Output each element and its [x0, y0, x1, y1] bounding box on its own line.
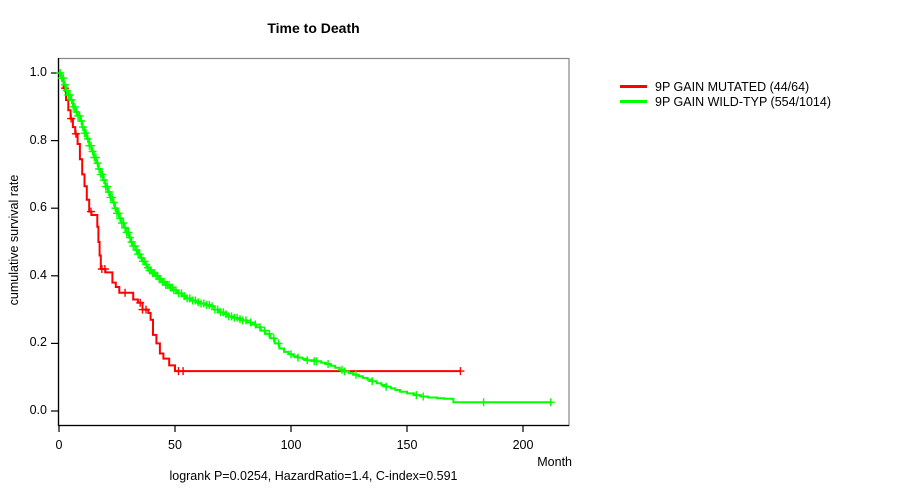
y-tick-label: 1.0 [29, 65, 47, 79]
x-tick-label: 200 [512, 438, 534, 452]
y-tick-label: 0.2 [29, 335, 47, 350]
y-tick-label: 0.6 [29, 200, 47, 215]
legend: 9P GAIN MUTATED (44/64) 9P GAIN WILD-TYP… [620, 79, 831, 109]
stats-annotation: logrank P=0.0254, HazardRatio=1.4, C-ind… [169, 469, 458, 483]
legend-item-mutated: 9P GAIN MUTATED (44/64) [620, 79, 831, 94]
y-tick-label: 0.8 [29, 132, 47, 147]
censor-marks-wildtype [56, 69, 555, 407]
legend-item-wildtype: 9P GAIN WILD-TYP (554/1014) [620, 94, 831, 109]
legend-line-red [620, 85, 647, 88]
x-tick-label: 0 [55, 438, 63, 452]
legend-label-wildtype: 9P GAIN WILD-TYP (554/1014) [655, 94, 832, 109]
chart-title: Time to Death [267, 20, 360, 36]
x-axis-label: Month [537, 455, 572, 469]
axis-ticks [51, 72, 524, 432]
y-tick-label: 0.0 [29, 403, 47, 417]
legend-line-green [620, 100, 647, 103]
survival-curves [56, 69, 555, 407]
y-tick-label: 0.4 [29, 267, 47, 282]
series-wildtype [56, 69, 555, 407]
x-tick-label: 150 [396, 438, 418, 452]
x-tick-label: 100 [280, 438, 302, 452]
x-tick-label: 50 [168, 438, 182, 452]
legend-label-mutated: 9P GAIN MUTATED (44/64) [655, 79, 810, 94]
